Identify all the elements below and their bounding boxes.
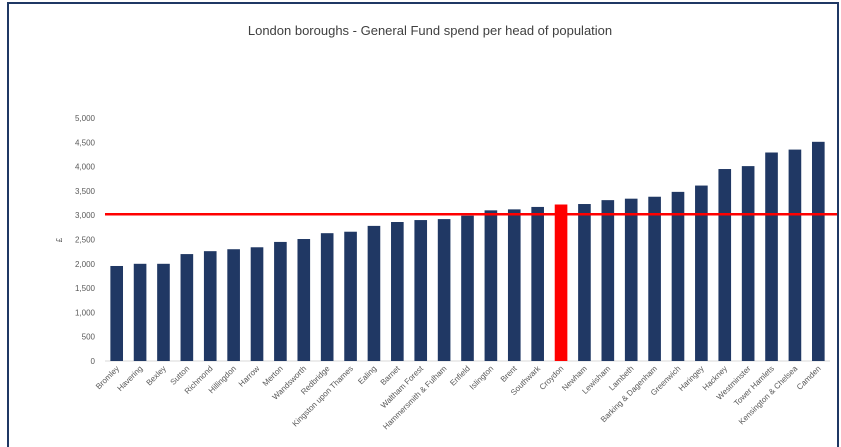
y-tick-label: 2,500 xyxy=(75,236,96,245)
bar xyxy=(344,231,357,361)
bar xyxy=(110,265,124,361)
bar xyxy=(531,206,544,361)
bar xyxy=(695,185,708,361)
y-tick-label: 3,000 xyxy=(75,211,96,220)
bar xyxy=(437,219,451,361)
bar xyxy=(484,210,498,361)
bar xyxy=(554,204,568,361)
bar xyxy=(297,239,311,361)
bar xyxy=(274,241,287,361)
bar xyxy=(461,215,474,361)
y-tick-label: 5,000 xyxy=(75,114,96,123)
y-tick-label: 3,500 xyxy=(75,187,96,196)
bar xyxy=(507,209,521,361)
bar xyxy=(180,254,194,361)
y-tick-label: 0 xyxy=(91,357,96,366)
bar xyxy=(578,204,591,361)
y-tick-label: 500 xyxy=(82,333,96,342)
bar xyxy=(624,198,638,361)
bar xyxy=(648,196,661,361)
bar xyxy=(601,200,615,361)
bar xyxy=(157,263,170,361)
y-tick-label: 1,500 xyxy=(75,284,96,293)
bar xyxy=(741,166,755,361)
bar xyxy=(367,225,381,361)
bar xyxy=(765,152,778,361)
bar xyxy=(788,149,802,361)
bar xyxy=(391,222,404,361)
y-tick-label: 1,000 xyxy=(75,308,96,317)
bar xyxy=(227,249,240,361)
bar xyxy=(414,220,428,361)
bar xyxy=(811,141,825,361)
y-axis-label: £ xyxy=(55,237,64,242)
y-tick-label: 4,000 xyxy=(75,163,96,172)
bar xyxy=(320,233,334,361)
y-tick-label: 2,000 xyxy=(75,260,96,269)
y-tick-label: 4,500 xyxy=(75,138,96,147)
bar xyxy=(133,263,147,361)
bar xyxy=(203,251,217,361)
bar xyxy=(718,169,732,361)
chart-title: London boroughs - General Fund spend per… xyxy=(248,23,612,38)
bar xyxy=(671,191,685,361)
bar xyxy=(250,247,264,361)
